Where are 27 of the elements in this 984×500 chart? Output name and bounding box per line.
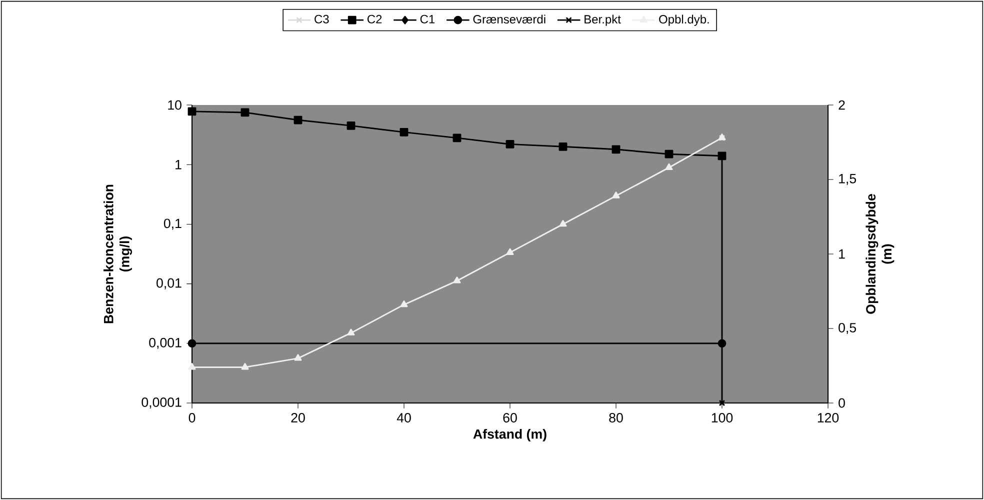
y2-tick-label: 0 bbox=[838, 398, 845, 408]
x-tick-label: 20 bbox=[291, 413, 305, 422]
y2-tick-label: 0,5 bbox=[838, 322, 856, 334]
y2-tick-label: 2 bbox=[838, 100, 845, 110]
y-tick-label: 0,1 bbox=[164, 218, 182, 230]
x-tick-label: 80 bbox=[609, 413, 623, 422]
y-axis-title: Benzen-koncentration (mg/l) bbox=[104, 184, 132, 324]
y-tick-label: 0,01 bbox=[156, 278, 182, 290]
y-tick-label: 0,001 bbox=[149, 338, 182, 349]
legend-label: Grænseværdi bbox=[473, 14, 546, 24]
x-tick-label: 100 bbox=[712, 413, 733, 422]
x-tick-label: 120 bbox=[818, 413, 839, 422]
y-tick-label: 0,0001 bbox=[142, 398, 182, 409]
legend-label: C2 bbox=[367, 14, 382, 24]
y2-tick-label: 1,5 bbox=[839, 174, 856, 185]
legend-label: C1 bbox=[420, 14, 435, 24]
y-tick-label: 10 bbox=[168, 100, 182, 110]
legend-label: Opbl.dyb. bbox=[659, 14, 709, 26]
x-tick-label: 60 bbox=[503, 413, 517, 422]
y2-tick-label: 1 bbox=[839, 249, 845, 259]
y-tick-label: 1 bbox=[176, 160, 182, 170]
legend-label: Ber.pkt bbox=[584, 14, 621, 26]
legend-label: C3 bbox=[314, 14, 329, 24]
x-axis-title: Afstand (m) bbox=[473, 428, 546, 442]
x-tick-label: 0 bbox=[188, 413, 196, 422]
x-tick-label: 40 bbox=[396, 413, 411, 422]
y2-axis-title: Opblandingsdybde (m) bbox=[866, 194, 894, 314]
